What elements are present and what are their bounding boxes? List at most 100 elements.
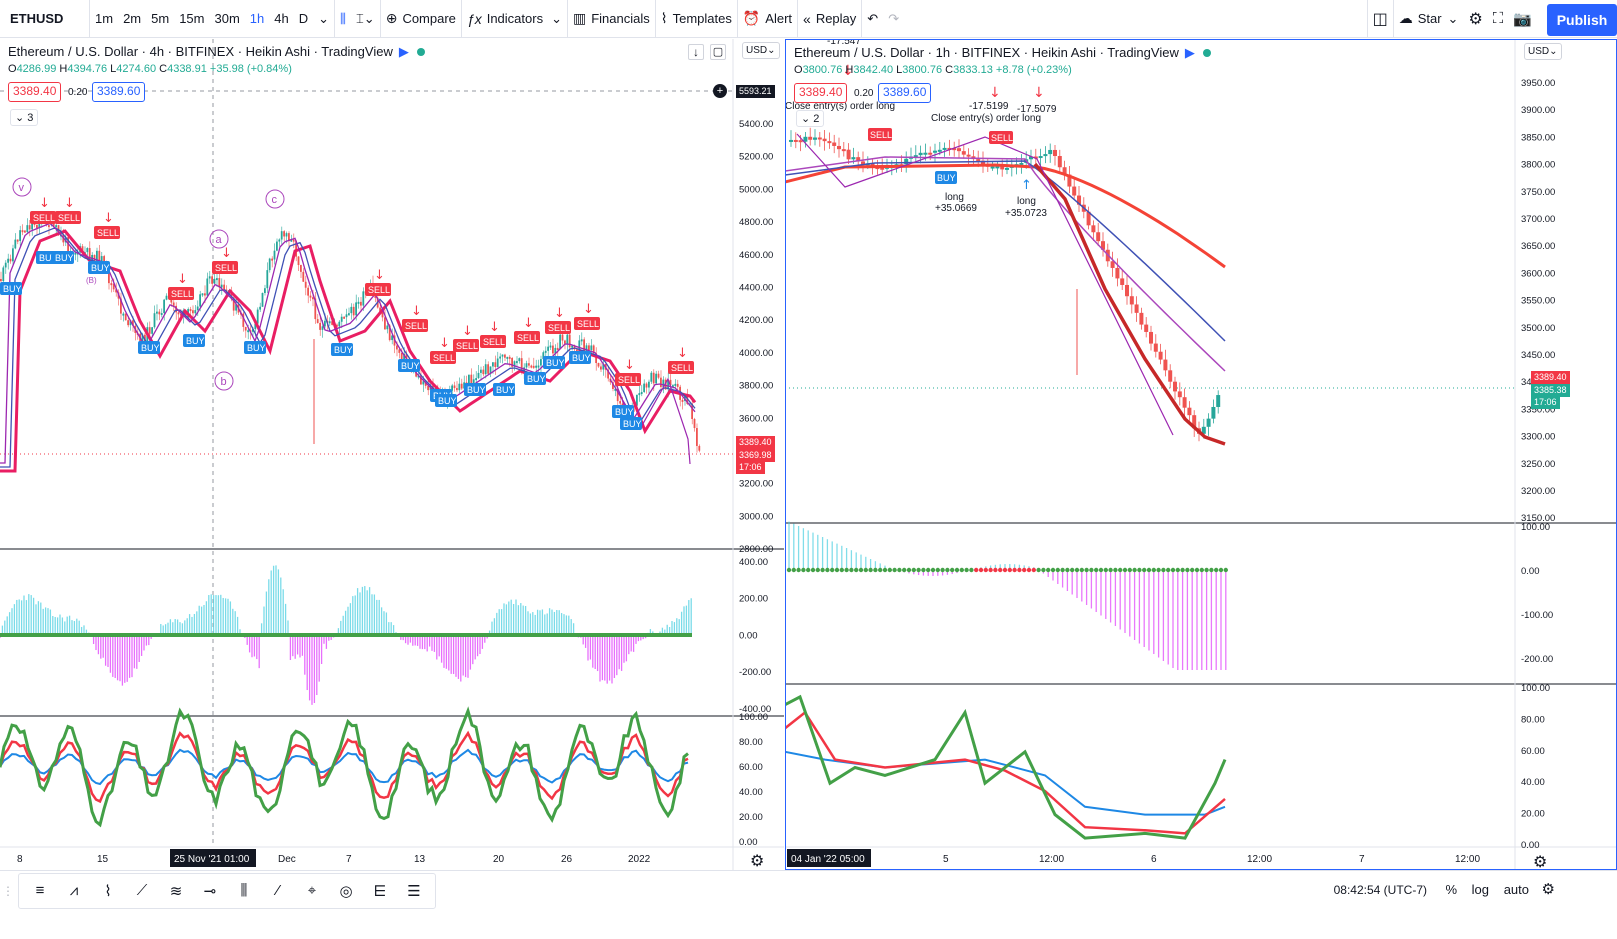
camera-icon[interactable]: 📷: [1513, 10, 1532, 28]
candle-body: [7, 258, 9, 263]
bottom-toolbar: ⋮ ≡ ⩘ ⌇ ⟋ ≋ ⊸ ⫼ ⁄ ⌖ ◎ ⋿ ☰ 08:42:54 (UTC-7) % log au…: [0, 870, 1617, 910]
candle-body: [324, 320, 326, 327]
left-currency-button[interactable]: USD⌄: [742, 42, 780, 59]
buy-signal-label: [524, 372, 546, 385]
left-sell-price[interactable]: 3389.40: [8, 82, 62, 102]
left-chart-pane[interactable]: 5400.00 5200.00 5000.00 4800.00 4600.00 4400.…: [0, 39, 784, 870]
right-chart-canvas[interactable]: 3950.00 3900.00 3850.00 3800.00 3750.00 3700.…: [785, 39, 1617, 870]
candle-body: [578, 340, 581, 351]
candle-body: [518, 358, 521, 362]
download-icon[interactable]: ↓: [688, 44, 704, 60]
interval-1m[interactable]: 1m: [95, 11, 114, 26]
symbol-search[interactable]: ETHUSD: [0, 0, 90, 38]
moving-average-line: [1033, 162, 1226, 446]
financials-button[interactable]: ▥ Financials: [566, 0, 655, 38]
layout-icon[interactable]: ◫: [1366, 0, 1393, 38]
line-icon[interactable]: ⁄: [276, 882, 280, 899]
auto-toggle[interactable]: auto: [1503, 882, 1529, 897]
price-tick-label: 3950.00: [1521, 78, 1555, 89]
horizontal-line-icon[interactable]: ⊸: [203, 882, 217, 900]
right-currency-button[interactable]: USD⌄: [1524, 43, 1562, 60]
indicators-button[interactable]: ƒx Indicators ⌄: [460, 0, 567, 38]
candle-body: [1206, 418, 1211, 427]
bar-style-icon[interactable]: ⫼: [334, 0, 351, 38]
time-tick-label: 6: [1151, 854, 1157, 865]
left-chart-canvas[interactable]: 5400.00 5200.00 5000.00 4800.00 4600.00 4400.…: [0, 39, 784, 870]
interval-5m[interactable]: 5m: [151, 11, 170, 26]
fullscreen-icon[interactable]: ⛶: [1492, 10, 1504, 27]
maximize-icon[interactable]: ▢: [710, 44, 726, 60]
right-collapse-indicators[interactable]: ⌄ 2: [796, 110, 825, 127]
candle-body: [48, 225, 50, 228]
right-sell-price[interactable]: 3389.40: [794, 83, 848, 103]
oscillator-dot: [1055, 567, 1060, 573]
compare-button[interactable]: ⊕ Compare: [379, 0, 461, 38]
oscillator-dot: [1103, 567, 1108, 573]
settings-gear-icon[interactable]: ⚙: [1468, 10, 1483, 28]
replay-button[interactable]: «Replay: [797, 0, 861, 38]
candle-body: [525, 363, 528, 368]
left-collapse-indicators[interactable]: ⌄ 3: [10, 109, 39, 126]
candle-body: [1029, 156, 1033, 160]
drag-handle-icon[interactable]: ⋮: [2, 883, 14, 898]
sell-signal-text: SELL: [870, 130, 892, 140]
candle-body: [1173, 381, 1177, 392]
right-buy-price[interactable]: 3389.60: [878, 83, 932, 103]
oscillator-dot: [1199, 567, 1204, 573]
wave-label: b: [221, 376, 227, 388]
xabcd-icon[interactable]: ⌖: [307, 882, 317, 899]
interval-1h[interactable]: 1h: [249, 11, 265, 26]
right-axis-settings-icon[interactable]: ⚙: [1533, 854, 1548, 870]
trend-line-icon[interactable]: ⟋: [136, 882, 148, 899]
star-button[interactable]: ☁ Star ⌄: [1392, 0, 1464, 38]
right-chart-pane[interactable]: 3950.00 3900.00 3850.00 3800.00 3750.00 3700.…: [785, 39, 1617, 870]
templates-button[interactable]: ⌇ Templates: [654, 0, 737, 38]
candle-body: [14, 239, 17, 249]
interval-2m[interactable]: 2m: [123, 11, 142, 26]
clock[interactable]: 08:42:54 (UTC-7): [1333, 883, 1427, 897]
buy-signal-text: BUY: [438, 396, 457, 406]
pattern-icon[interactable]: ⩘: [69, 882, 79, 899]
interval-4h[interactable]: 4h: [274, 11, 289, 26]
candle-body: [669, 379, 672, 386]
menu-icon[interactable]: ≡: [35, 882, 45, 899]
candle-body: [947, 147, 952, 150]
rsi-tick-label: 20.00: [739, 812, 763, 823]
candle-body: [1125, 284, 1129, 297]
oscillator-dot: [825, 567, 830, 573]
fib-icon[interactable]: ⌇: [104, 882, 112, 900]
oscillator-dot: [1170, 567, 1176, 573]
candle-body: [933, 150, 937, 153]
candle-body: [966, 154, 971, 157]
candle-body: [942, 147, 947, 150]
undo-icon[interactable]: ↶: [861, 0, 883, 38]
list-lines-icon[interactable]: ☰: [407, 882, 421, 900]
candle-body: [976, 159, 981, 162]
interval-dropdown-icon[interactable]: ⌄: [318, 10, 330, 26]
sell-signal-label: [365, 283, 391, 296]
candle-style-icon[interactable]: ⌶⌄: [356, 10, 375, 26]
publish-button[interactable]: Publish: [1547, 4, 1617, 36]
left-axis-settings-icon[interactable]: ⚙: [750, 853, 765, 870]
bars-icon[interactable]: ⫼: [240, 882, 248, 899]
redo-icon[interactable]: ↷: [888, 10, 900, 26]
alert-button[interactable]: ⏰ Alert: [736, 0, 797, 38]
buy-signal-text: BUY: [937, 173, 956, 183]
axis-settings-icon[interactable]: ⚙: [1541, 881, 1555, 898]
crosshair-add-icon[interactable]: +: [713, 84, 727, 98]
channel-icon[interactable]: ≋: [169, 882, 183, 900]
oscillator-dot: [930, 567, 936, 573]
oscillator-dot: [1142, 567, 1147, 573]
left-buy-price[interactable]: 3389.60: [92, 82, 146, 102]
log-toggle[interactable]: log: [1471, 882, 1489, 897]
trendline: [796, 133, 1174, 436]
candle-body: [348, 313, 350, 316]
candle-body: [204, 293, 206, 296]
interval-30m[interactable]: 30m: [214, 11, 240, 26]
settings-lines-icon[interactable]: ⋿: [373, 882, 387, 900]
percent-toggle[interactable]: %: [1445, 882, 1457, 897]
interval-15m[interactable]: 15m: [179, 11, 205, 26]
rotate-icon[interactable]: ◎: [339, 882, 353, 900]
candle-body: [1110, 261, 1115, 268]
interval-d[interactable]: D: [298, 11, 309, 26]
